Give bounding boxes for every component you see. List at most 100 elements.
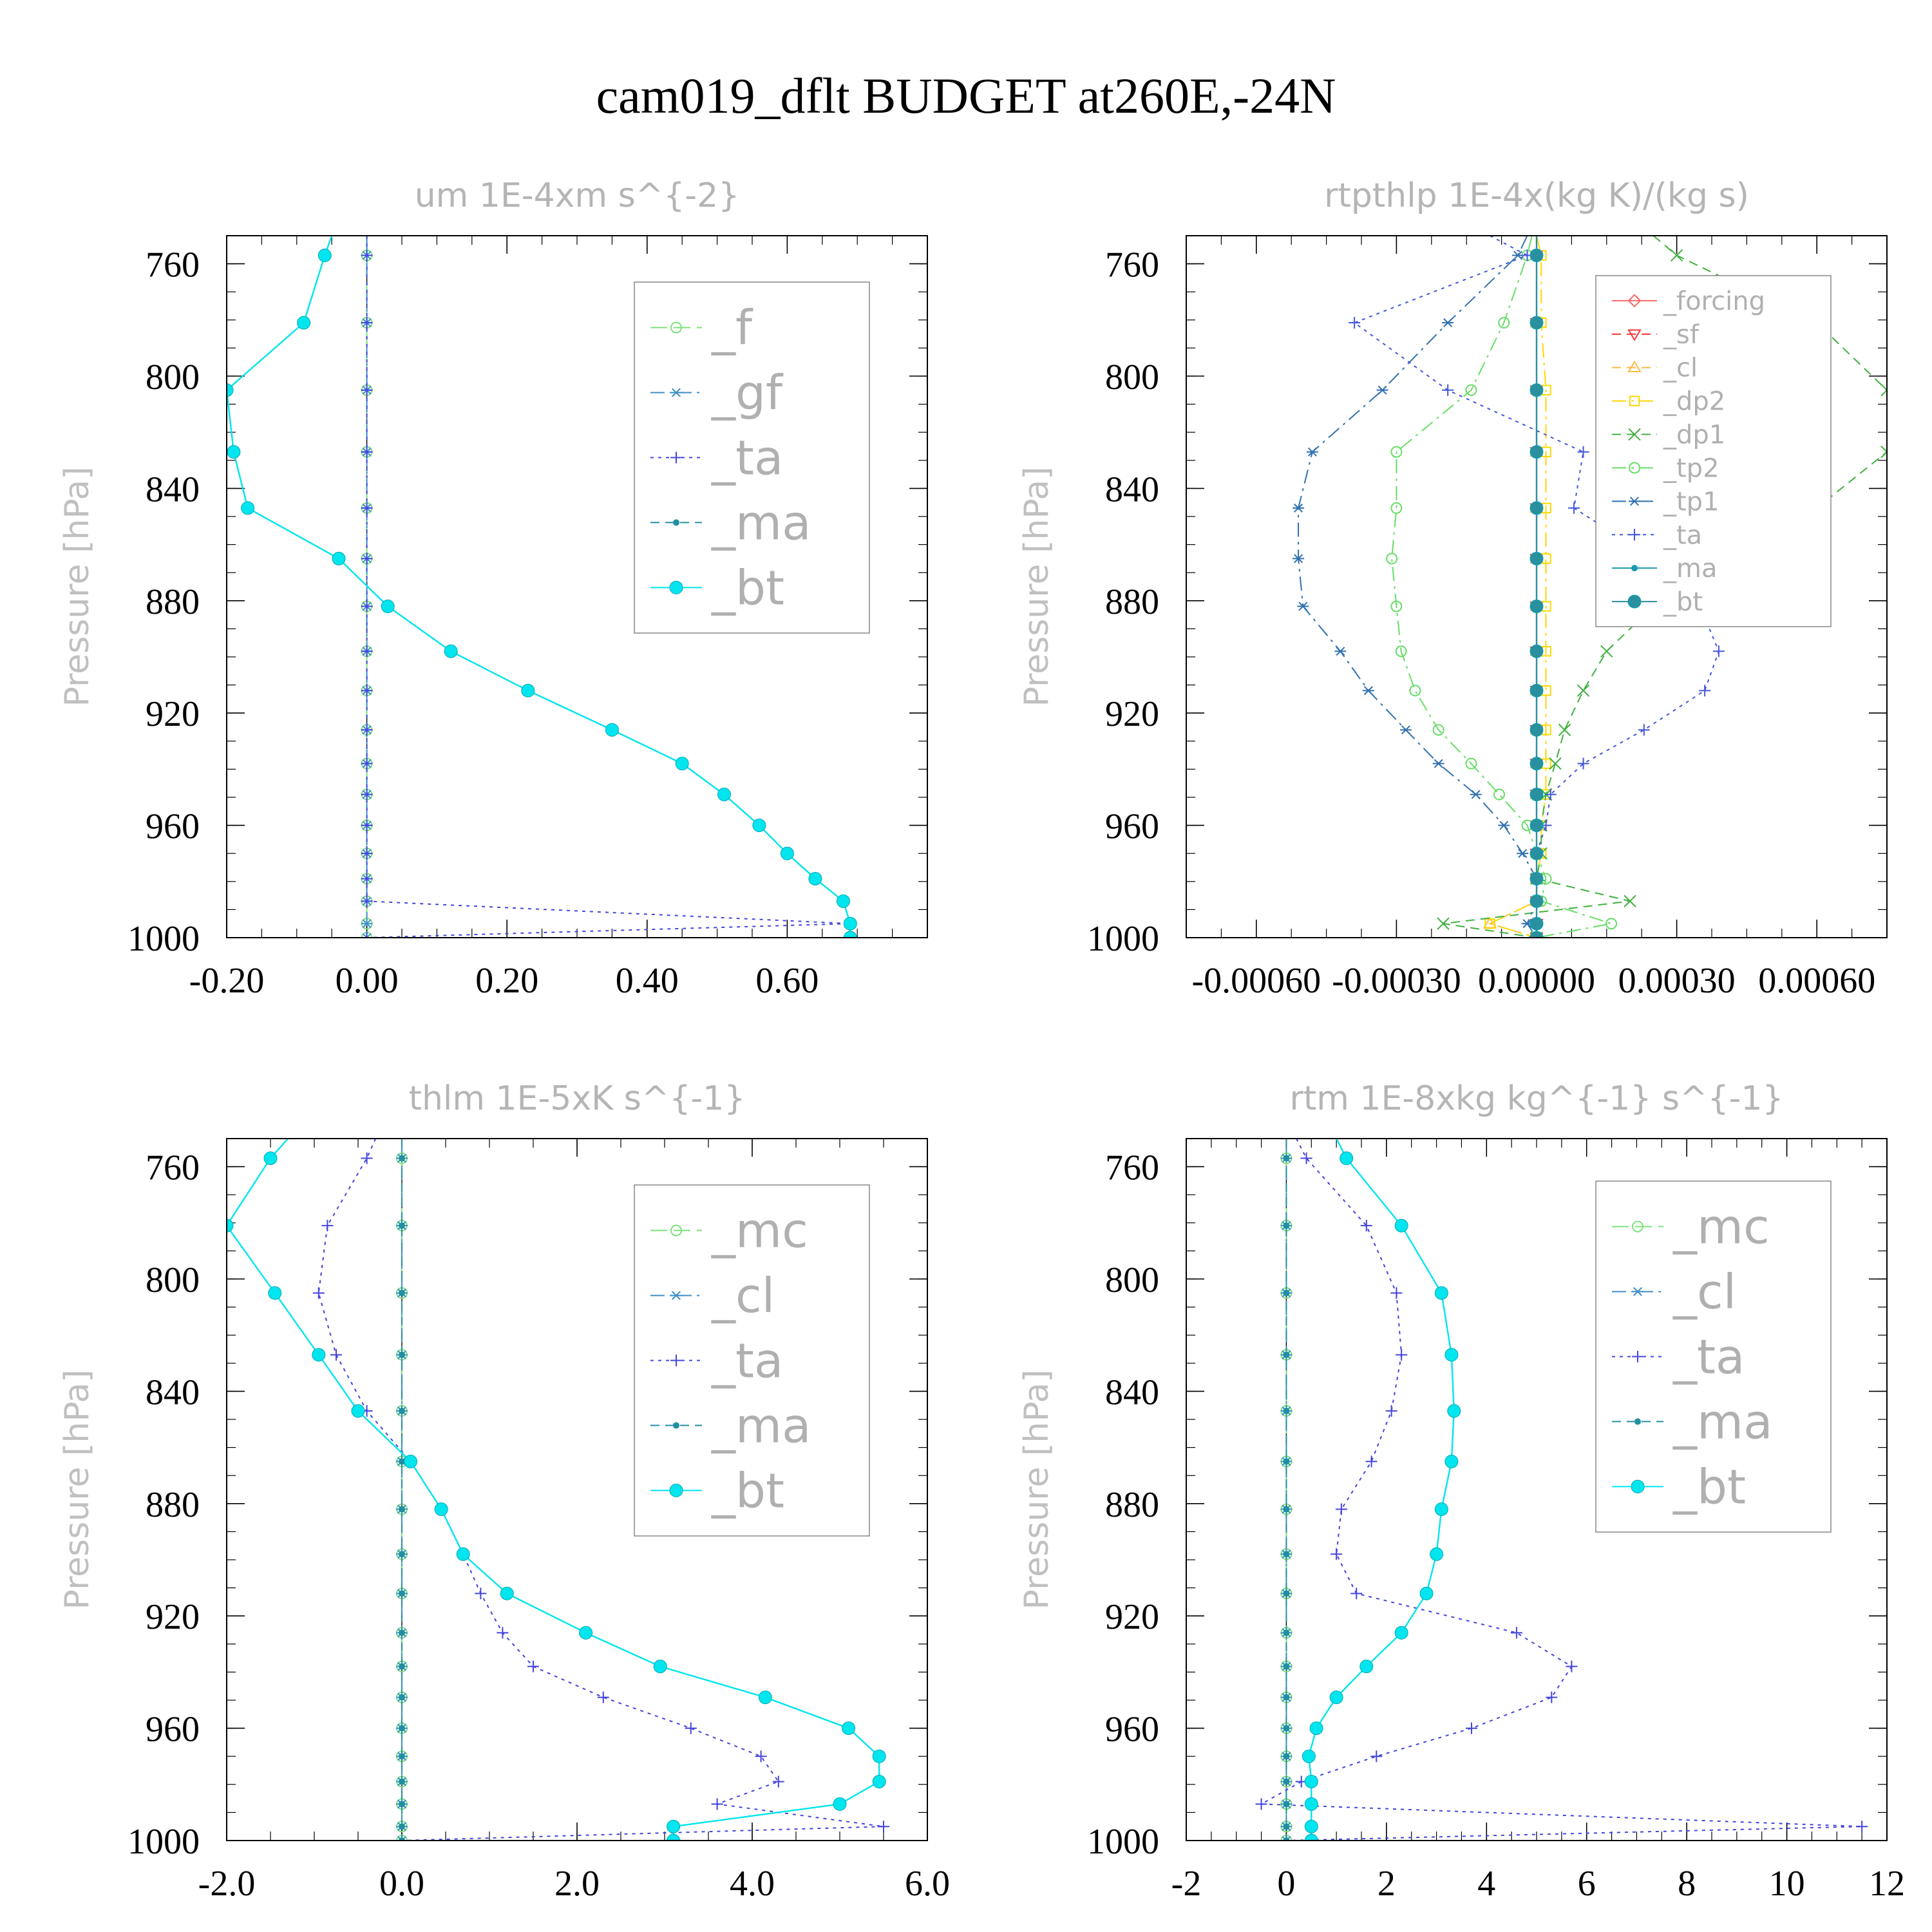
data-point [843, 931, 857, 938]
legend-item-forcing: _forcing [1612, 287, 1765, 316]
data-point [1498, 317, 1510, 329]
legend-label: _cl [1663, 354, 1698, 383]
series-line [1308, 1139, 1455, 1841]
data-point [521, 683, 535, 697]
legend-marker [669, 1483, 683, 1497]
legend-marker [669, 580, 683, 594]
data-point [1530, 551, 1544, 565]
data-point [1283, 1155, 1290, 1162]
data-point [361, 895, 373, 907]
y-tick-label: 840 [1105, 1372, 1159, 1412]
data-point [1304, 1833, 1318, 1841]
data-point [675, 757, 689, 771]
y-tick-label: 800 [146, 357, 200, 397]
series-line [1298, 236, 1537, 938]
data-point [399, 1778, 405, 1785]
data-point [1335, 1503, 1347, 1515]
data-point [1577, 446, 1589, 458]
data-point [434, 1502, 448, 1517]
data-point [1390, 600, 1403, 612]
data-point [1432, 759, 1444, 768]
data-point [497, 1627, 509, 1639]
legend: _mc _cl _ta _ma _bt [634, 1184, 870, 1537]
data-point [1530, 757, 1544, 771]
data-point [1568, 502, 1580, 514]
data-point [1283, 1289, 1290, 1296]
legend-label: _ma [1663, 554, 1717, 583]
data-point [667, 1833, 681, 1841]
legend-label: _sf [1663, 320, 1700, 350]
data-point [361, 1152, 373, 1164]
y-tick-label: 760 [146, 1148, 200, 1188]
series-ma [399, 1139, 405, 1841]
legend-item-ma: _ma [1612, 1394, 1772, 1450]
data-point [685, 1722, 697, 1734]
legend-item-ma: _ma [650, 495, 811, 551]
legend-marker [1629, 497, 1640, 506]
panel-2: rtpthlp 1E-4x(kg K)/(kg s) Pressure [hPa]… [1018, 176, 1888, 1001]
series-cl [1482, 236, 1544, 938]
data-point [330, 1349, 342, 1361]
plot-frame [226, 1138, 928, 1841]
data-point [1510, 1627, 1522, 1639]
legend-label: _dp2 [1663, 387, 1725, 417]
plot-area [227, 1139, 889, 1841]
data-point [399, 1407, 405, 1414]
data-point [1283, 1823, 1290, 1830]
series-tp2 [1386, 236, 1618, 938]
data-point [361, 317, 373, 329]
legend-marker [1631, 565, 1638, 572]
data-point [1517, 849, 1529, 858]
legend-marker [673, 1422, 679, 1429]
y-axis-label: Pressure [hPa] [58, 467, 97, 707]
legend-item-sf: _sf [1612, 320, 1700, 350]
legend-marker [1634, 1418, 1641, 1425]
legend-label: _cl [1672, 1264, 1736, 1320]
y-tick-label: 880 [1105, 582, 1159, 622]
data-point [1394, 1625, 1408, 1640]
data-point [361, 788, 373, 800]
data-point [399, 1823, 405, 1830]
y-tick-label: 760 [1105, 245, 1159, 285]
series-line [1391, 236, 1612, 938]
legend-item-ta: _ta [1612, 1329, 1745, 1385]
data-point [1419, 1586, 1434, 1600]
data-point [1447, 1404, 1461, 1418]
legend-label: _bt [1672, 1459, 1746, 1515]
y-tick-label: 1000 [1087, 1822, 1159, 1862]
legend-marker [670, 1224, 682, 1236]
legend-item-tp1: _tp1 [1612, 487, 1719, 516]
data-point [332, 551, 346, 565]
data-point [1283, 1551, 1290, 1558]
legend-label: _cl [711, 1268, 775, 1323]
legend-item-gf: _gf [650, 365, 784, 421]
data-point [1350, 1587, 1363, 1600]
y-tick-label: 840 [146, 1372, 200, 1412]
legend-marker [1627, 329, 1642, 341]
y-tick-label: 1000 [128, 1822, 200, 1862]
data-point [1340, 1151, 1354, 1166]
data-point [1255, 1798, 1267, 1810]
data-point [1390, 446, 1403, 458]
legend-label: _dp1 [1663, 421, 1725, 450]
legend-item-bt: _bt [650, 1463, 784, 1519]
data-point [399, 1506, 405, 1513]
plot-frame [226, 235, 928, 938]
panel-4: rtm 1E-8xkg kg^{-1} s^{-1} Pressure [hPa]… [1018, 1079, 1905, 1904]
data-point [717, 788, 731, 802]
panel-title: um 1E-4xm s^{-2} [415, 176, 740, 215]
data-point [1549, 757, 1562, 770]
x-tick-label: -2.0 [198, 1864, 256, 1904]
data-point [399, 1289, 405, 1296]
legend: _f _gf _ta _ma _bt [634, 281, 870, 634]
legend-marker [670, 321, 682, 334]
data-point [1465, 384, 1477, 396]
legend-label: _ma [1672, 1394, 1772, 1450]
y-tick-label: 920 [146, 694, 200, 734]
legend-marker [1631, 1479, 1645, 1493]
x-tick-label: 0.20 [475, 961, 538, 1001]
data-point [1530, 316, 1544, 330]
y-tick-label: 960 [1105, 1710, 1159, 1750]
legend-label: _bt [711, 1463, 784, 1519]
